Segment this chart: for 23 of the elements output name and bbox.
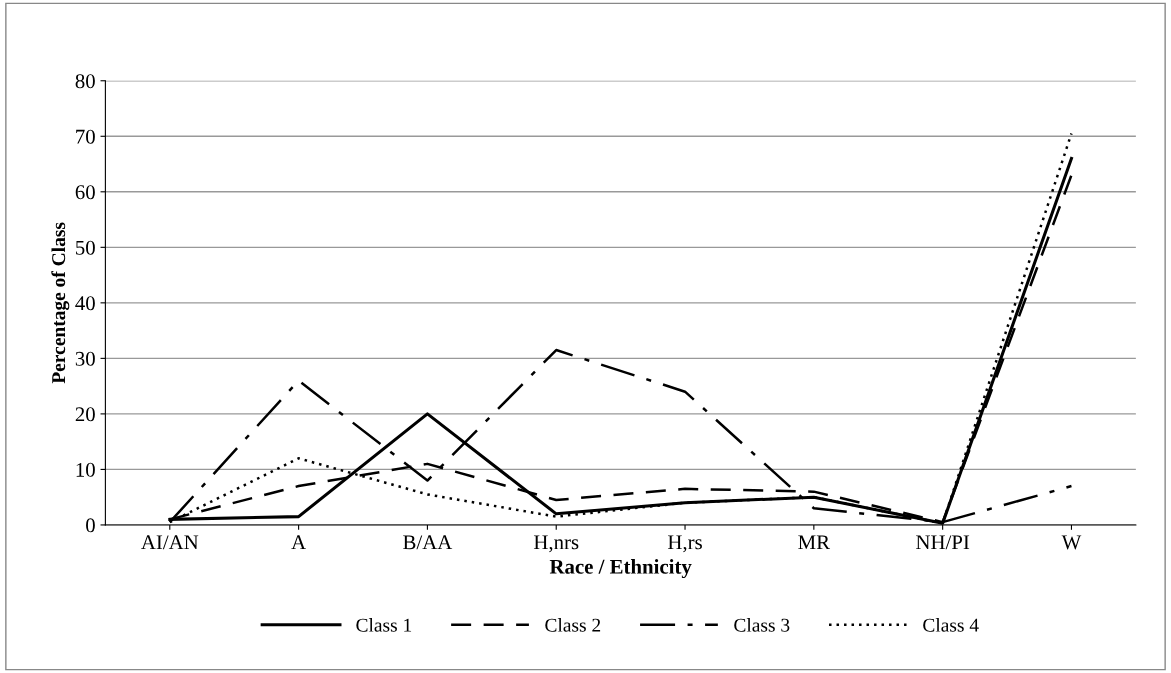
y-tick-label: 30: [75, 351, 95, 366]
y-tick-label: 10: [76, 462, 95, 477]
x-tick-label: H,rs: [667, 535, 702, 553]
x-tick-label: NH/PI: [916, 535, 970, 550]
legend-label: Class 3: [734, 618, 790, 632]
y-tick-label: 70: [76, 129, 95, 144]
x-tick-label: A: [291, 535, 306, 550]
y-tick-label: 40: [75, 296, 95, 311]
legend-label: Class 4: [923, 618, 979, 632]
x-tick-label: W: [1061, 535, 1082, 550]
legend-label: Class 2: [545, 618, 601, 632]
y-axis-title: Percentage of Class: [51, 222, 70, 384]
y-tick-label: 50: [76, 240, 95, 255]
x-axis-title: Race / Ethnicity: [549, 559, 692, 579]
legend-label: Class 1: [356, 618, 412, 632]
y-tick-label: 0: [86, 518, 95, 533]
y-tick-label: 20: [75, 407, 95, 422]
y-tick-label: 80: [75, 74, 95, 89]
y-tick-label: 60: [75, 185, 95, 200]
x-tick-label: H,nrs: [533, 535, 579, 553]
x-tick-label: AI/AN: [141, 535, 199, 550]
x-tick-label: B/AA: [403, 535, 453, 550]
x-tick-label: MR: [798, 535, 831, 550]
